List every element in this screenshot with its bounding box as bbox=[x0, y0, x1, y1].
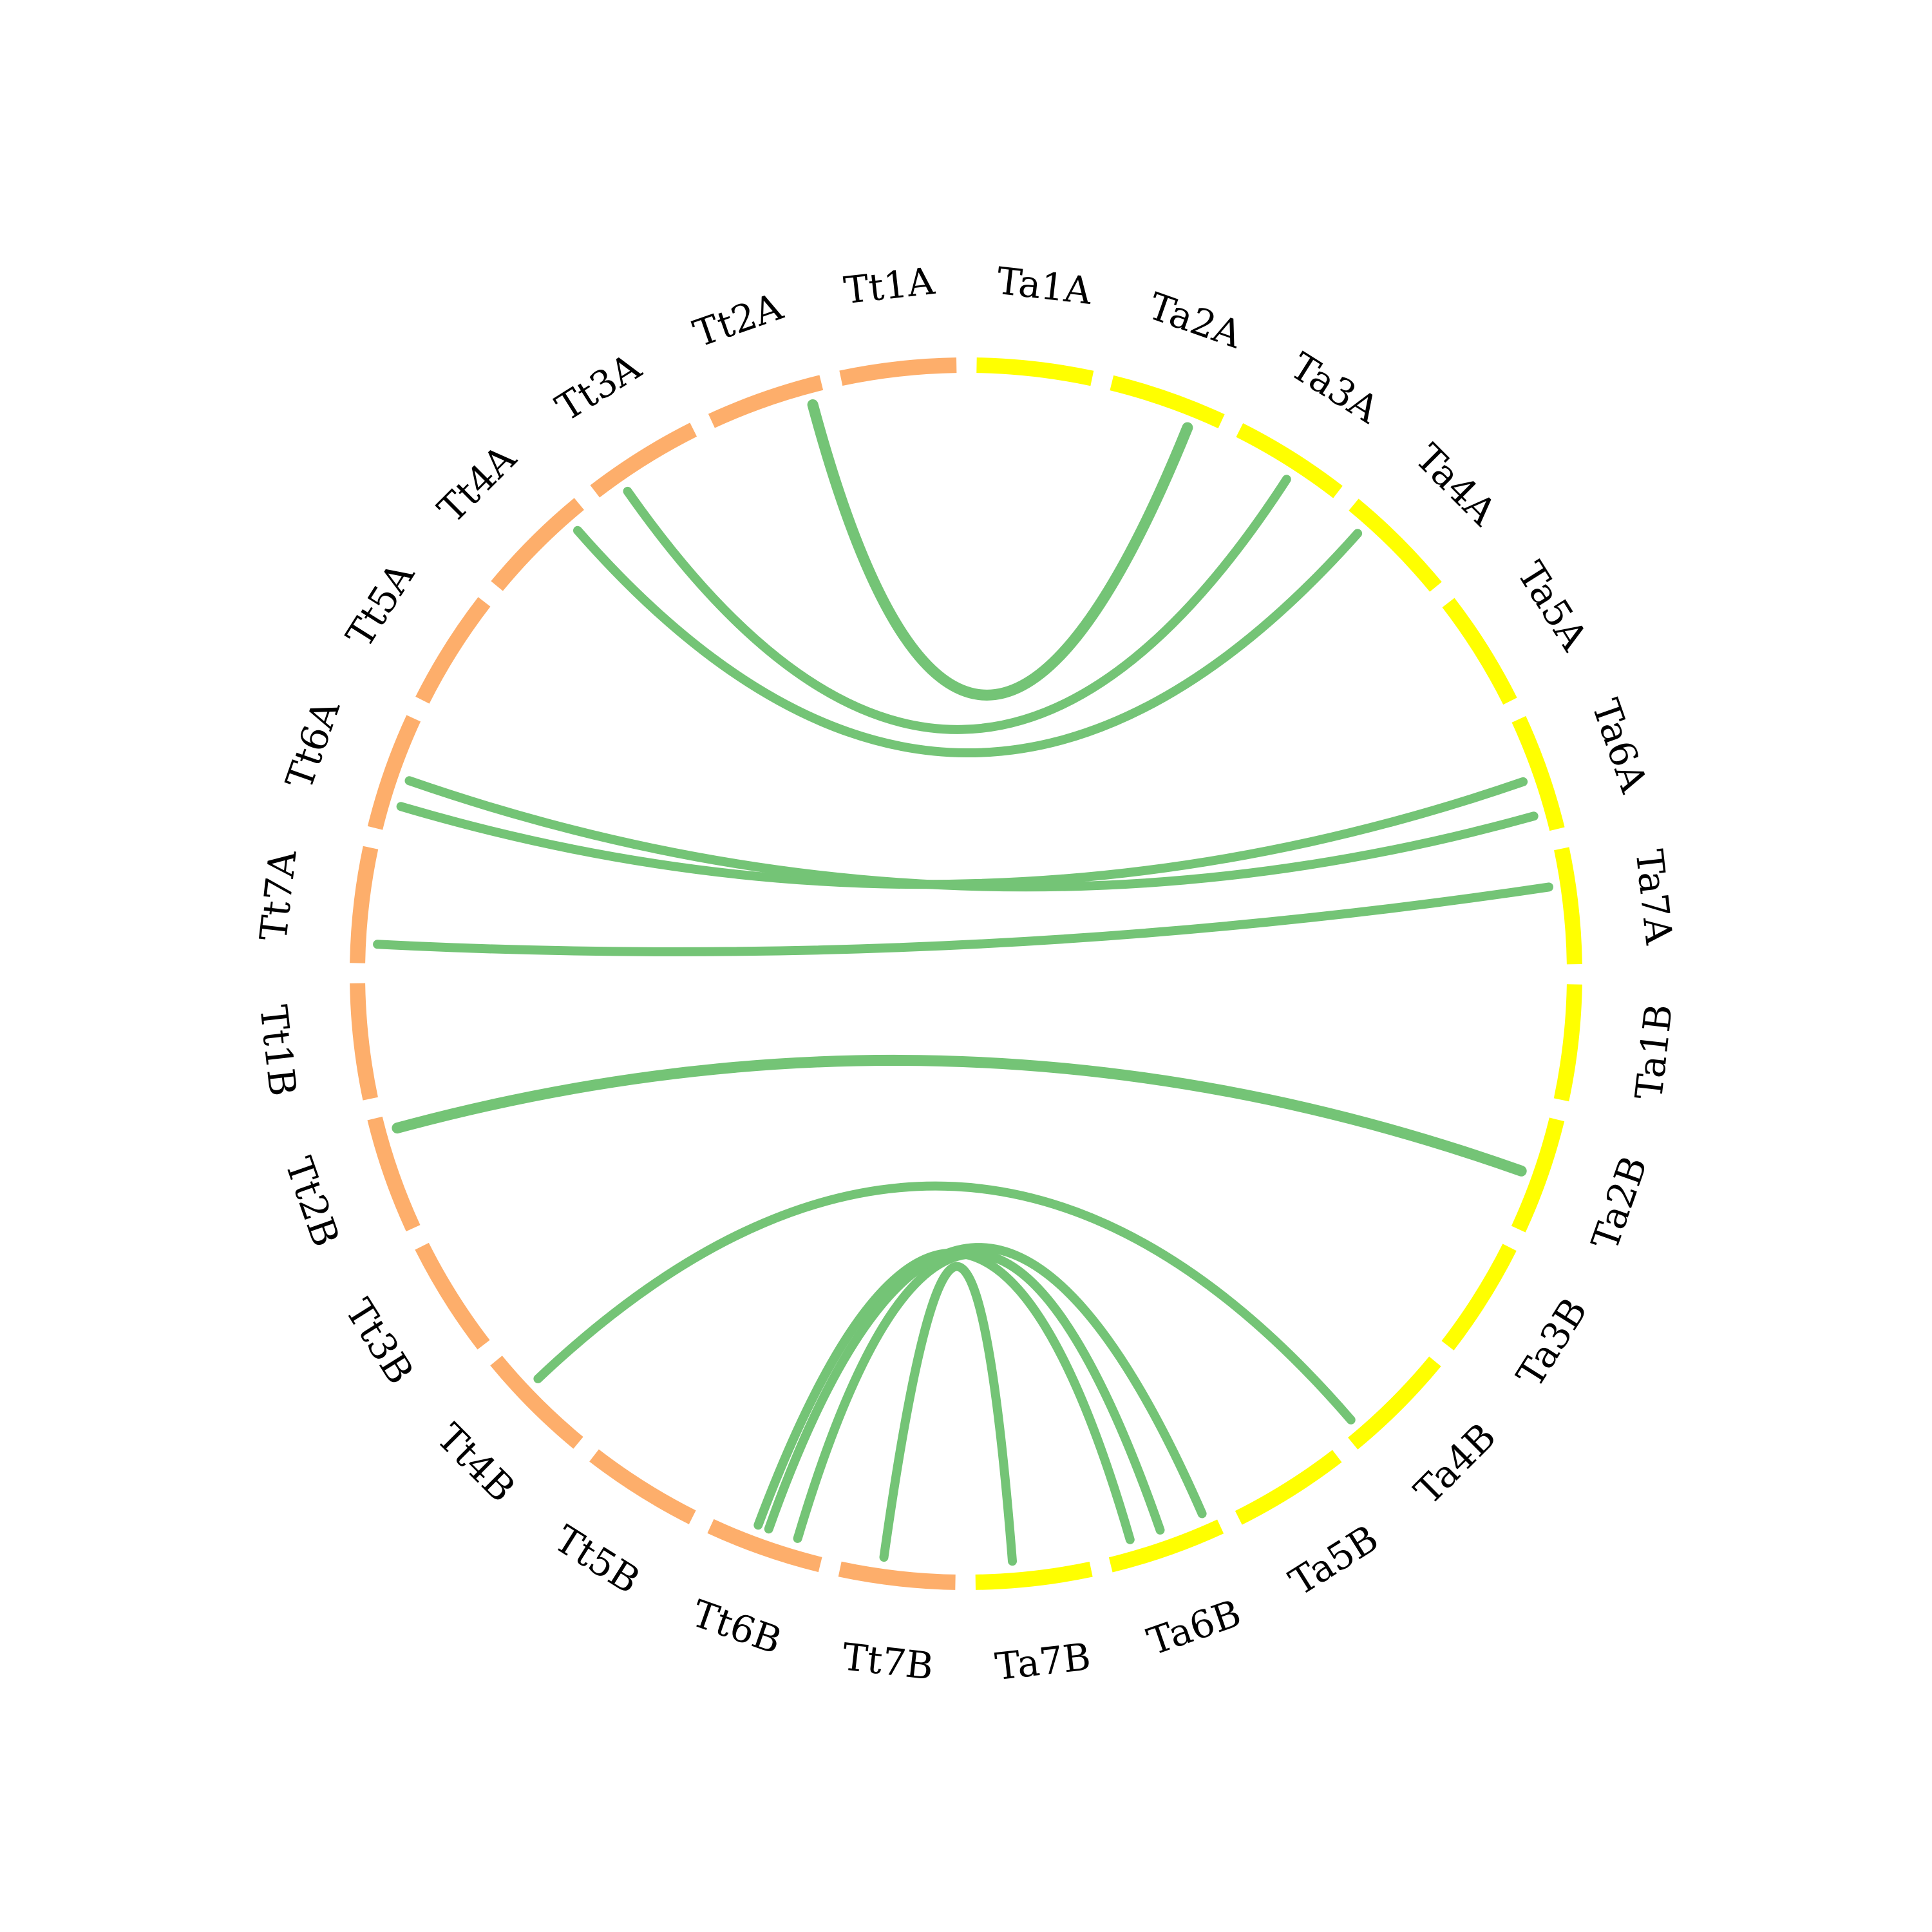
chromosome-segment-tt5b bbox=[589, 1449, 696, 1524]
chromosome-label-ta4b: Ta4B bbox=[1406, 1414, 1504, 1513]
chromosome-segment-tt5a bbox=[415, 597, 491, 704]
chromosome-label-ta5b: Ta5B bbox=[1282, 1517, 1386, 1604]
chromosome-label-tt1a: Tt1A bbox=[842, 259, 938, 312]
chromosome-label-tt4a: Tt4A bbox=[430, 436, 525, 531]
chromosome-label-ta6a: Ta6A bbox=[1584, 694, 1656, 799]
chromosome-label-tt3b: Tt3B bbox=[337, 1291, 422, 1392]
chromosome-label-ta3a: Ta3A bbox=[1283, 344, 1387, 432]
chromosome-ring bbox=[350, 357, 1582, 1590]
chromosome-segment-tt7b bbox=[838, 1561, 956, 1590]
chromosome-segment-ta2a bbox=[1110, 375, 1225, 429]
chromosome-label-tt4b: Tt4B bbox=[428, 1415, 524, 1510]
chromosome-segment-tt4b bbox=[490, 1356, 583, 1449]
chromosome-label-tt2a: Tt2A bbox=[688, 284, 788, 355]
chromosome-segment-tt3a bbox=[590, 422, 697, 498]
chromosome-segment-tt1b bbox=[350, 983, 378, 1101]
chromosome-segment-ta5a bbox=[1442, 598, 1517, 705]
link-tt4a-ta4a-2 bbox=[573, 526, 1363, 757]
chromosome-segment-tt4a bbox=[491, 498, 584, 591]
chromosome-segment-tt2b bbox=[367, 1116, 421, 1232]
chromosome-label-tt1b: Tt1B bbox=[251, 1003, 305, 1098]
chromosome-label-tt6a: Tt6A bbox=[277, 694, 348, 794]
chromosome-segment-ta7b bbox=[975, 1562, 1093, 1590]
chromosome-segment-ta7a bbox=[1554, 847, 1582, 965]
chromosome-label-ta3b: Ta3B bbox=[1508, 1291, 1596, 1395]
link-tt6b-ta6b-9 bbox=[764, 1243, 1207, 1534]
link-tt7a-ta7a-5 bbox=[373, 882, 1553, 956]
chromosome-segment-tt1a bbox=[839, 357, 957, 386]
chromosome-label-ta6b: Ta6B bbox=[1142, 1591, 1246, 1663]
chromosome-segment-ta3a bbox=[1236, 423, 1343, 498]
chromosome-label-ta2a: Ta2A bbox=[1143, 284, 1248, 357]
chromosome-label-ta1a: Ta1A bbox=[994, 259, 1094, 313]
chromosome-label-tt3a: Tt3A bbox=[548, 345, 649, 430]
link-tt4b-ta4b-7 bbox=[533, 1181, 1356, 1425]
chromosome-segment-ta4b bbox=[1348, 1356, 1441, 1450]
link-tt6b-ta6b-11 bbox=[753, 1248, 1135, 1544]
chromosome-segment-ta1b bbox=[1553, 984, 1582, 1102]
link-tt7b-ta7b-10 bbox=[879, 1262, 1017, 1566]
chromosome-segment-ta4a bbox=[1349, 498, 1442, 592]
chromosome-segment-tt2a bbox=[708, 375, 824, 428]
chromosome-segment-tt6b bbox=[707, 1519, 822, 1573]
chromosome-segment-ta2b bbox=[1511, 1117, 1565, 1233]
link-tt6a-ta6a-4 bbox=[404, 776, 1539, 892]
link-tt2b-ta2b-6 bbox=[392, 1054, 1527, 1177]
chromosome-label-tt2b: Tt2B bbox=[277, 1151, 348, 1252]
chromosome-segment-tt6a bbox=[367, 715, 421, 830]
chromosome-label-ta7b: Ta7B bbox=[993, 1634, 1093, 1689]
link-tt3a-ta3a-1 bbox=[623, 475, 1291, 734]
chromosome-segment-ta5b bbox=[1235, 1450, 1342, 1525]
chromosome-segment-ta6b bbox=[1108, 1519, 1224, 1573]
chromosome-label-ta4a: Ta4A bbox=[1407, 435, 1506, 534]
chromosome-label-tt7b: Tt7B bbox=[840, 1634, 936, 1689]
chromosome-label-tt5b: Tt5B bbox=[547, 1517, 647, 1602]
chromosome-label-ta7a: Ta7A bbox=[1627, 847, 1681, 947]
chromosome-segment-ta3b bbox=[1441, 1244, 1517, 1350]
chromosome-label-tt6b: Tt6B bbox=[687, 1591, 787, 1663]
chromosome-segment-tt7a bbox=[350, 846, 379, 963]
links-layer bbox=[373, 399, 1553, 1566]
chromosome-label-ta5a: Ta5A bbox=[1509, 554, 1597, 658]
chromosome-label-tt5a: Tt5A bbox=[337, 554, 423, 655]
chromosome-label-ta1b: Ta1B bbox=[1627, 1002, 1681, 1102]
link-tt2a-ta2a-0 bbox=[807, 399, 1193, 701]
chromosome-label-ta2b: Ta2B bbox=[1583, 1151, 1656, 1255]
chromosome-label-tt7a: Tt7A bbox=[251, 848, 305, 943]
chromosome-segment-ta1a bbox=[976, 357, 1094, 386]
chromosome-segment-ta6a bbox=[1511, 715, 1565, 831]
chromosome-segment-tt3b bbox=[415, 1242, 490, 1350]
